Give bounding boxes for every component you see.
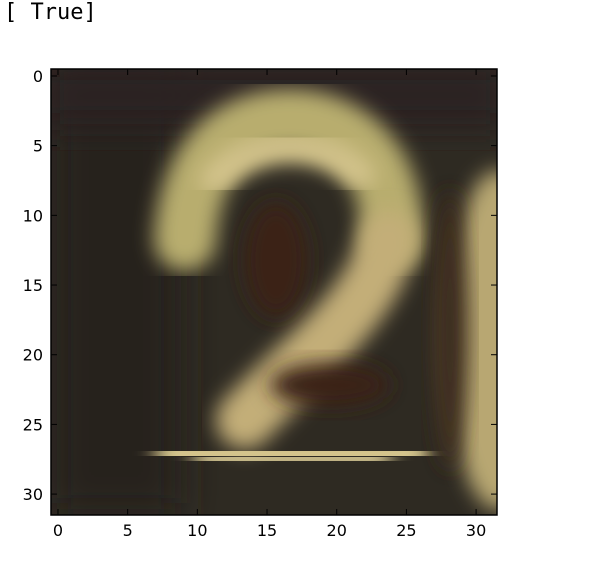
y-tick-label: 15 <box>23 276 43 295</box>
x-tick-label: 0 <box>53 521 63 540</box>
y-tick-label: 20 <box>23 346 43 365</box>
y-tick-label: 10 <box>23 206 43 225</box>
x-tick-label: 30 <box>466 521 486 540</box>
x-tick-label: 20 <box>327 521 347 540</box>
y-tick-label: 25 <box>23 415 43 434</box>
y-tick-label: 30 <box>23 485 43 504</box>
x-tick-label: 5 <box>123 521 133 540</box>
y-axis: 0 5 10 15 20 25 30 <box>23 67 497 504</box>
x-tick-label: 25 <box>396 521 416 540</box>
x-axis: 0 5 10 15 20 25 30 <box>53 69 486 540</box>
x-tick-label: 15 <box>257 521 277 540</box>
y-tick-label: 0 <box>33 67 43 86</box>
axes-frame <box>50 68 498 516</box>
y-tick-label: 5 <box>33 137 43 156</box>
x-tick-label: 10 <box>187 521 207 540</box>
cell-output-text: [ True] <box>4 0 97 25</box>
image-content <box>51 69 497 515</box>
